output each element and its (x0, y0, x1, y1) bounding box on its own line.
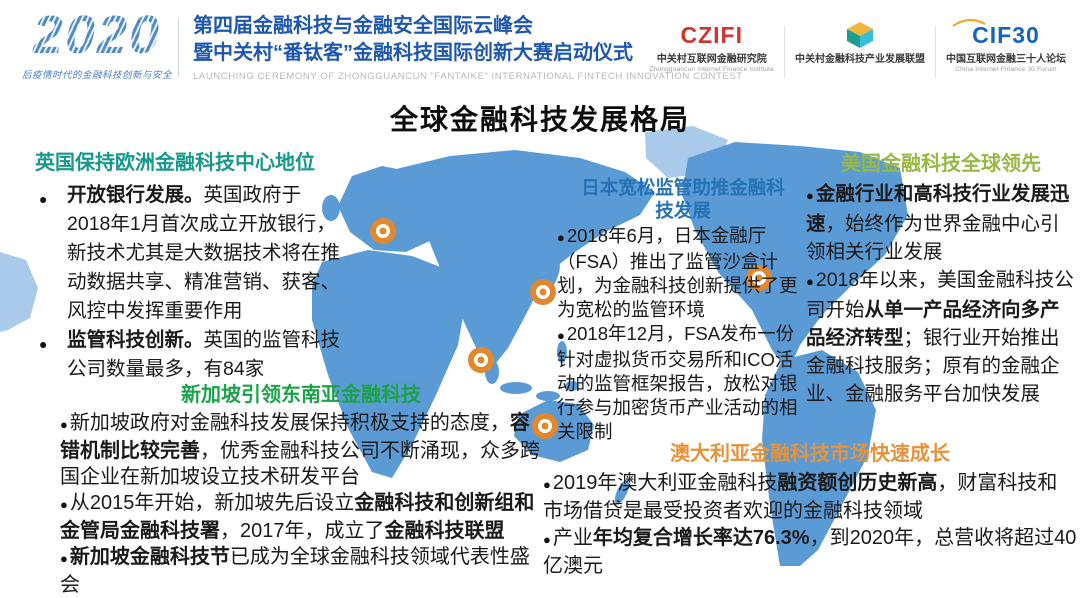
text-segment-bold: 金融科技和创新组和金管局金融科技署 (60, 492, 535, 542)
region-title-uk: 英国保持欧洲金融科技中心地位 (35, 152, 315, 174)
bullet-icon: ● (543, 531, 551, 547)
summit-tagline: 后疫情时代的金融科技创新与安全 (22, 70, 173, 81)
cif30-name-en: China Internet Finance 30 Forum (955, 66, 1057, 73)
text-segment-bold: 年均复合增长率达76.3% (592, 526, 810, 549)
page-title: 全球金融科技发展格局 (389, 104, 690, 135)
czifi-name-zh: 中关村互联网金融研究院 (656, 54, 767, 65)
year-2020-wordmark: 2020 (22, 8, 172, 62)
bullet-item: ● 2018年6月，日本金融厅（FSA）推出了监管沙盒计划，为金融科技创新提供了更… (557, 224, 809, 322)
summit-2020-logo: 2020 后疫情时代的金融科技创新与安全 (22, 8, 172, 81)
text-segment: ，始终作为世界金融中心引领相关行业发展 (806, 213, 1060, 263)
map-marker-southeast-asia (468, 347, 494, 373)
text-segment-bold: 新加坡金融科技节 (69, 546, 230, 568)
region-title-us: 美国金融科技全球领先 (841, 153, 1041, 175)
slide-header: 2020 后疫情时代的金融科技创新与安全 第四届金融科技与金融安全国际云峰会 暨… (0, 0, 1080, 96)
cif30-name-zh: 中国互联网金融三十人论坛 (946, 54, 1066, 65)
cif30-wordmark: CIF30 (946, 19, 1066, 48)
bullet-text: 新加坡政府对金融科技发展保持积极支持的态度，容错机制比较完善，优秀金融科技公司不… (60, 412, 540, 488)
region-title-au: 澳大利亚金融科技市场快速成长 (670, 443, 950, 465)
text-segment: 英国的监管科技公司数量最多，有84家 (67, 329, 341, 380)
bullet-item: ● 新加坡金融科技节已成为全球金融科技领域代表性盛会 (60, 544, 542, 598)
bullet-item: ● 2018年以来，美国金融科技公司开始从单一产品经济向多产品经济转型；银行业开始… (806, 266, 1076, 408)
bullet-item: ● 从2015年开始，新加坡先后设立金融科技和创新组和金管局金融科技署，2017年… (60, 490, 542, 544)
map-land-west-wrap (0, 252, 38, 332)
text-segment: 2019年澳大利亚金融科技 (552, 471, 778, 494)
bullet-text: 2018年12月，FSA发布一份针对虚拟货币交易所和ICO活动的监管框架报告，放… (557, 323, 798, 442)
cube-icon (795, 22, 925, 48)
text-segment: 新加坡政府对金融科技发展保持积极支持的态度， (69, 412, 510, 434)
text-segment-bold: 开放银行发展。 (67, 184, 204, 206)
bullet-icon: ● (806, 188, 814, 203)
bullet-text: 2019年澳大利亚金融科技融资额创历史新高，财富科技和市场借贷是最受投资者欢迎的… (543, 472, 1057, 523)
bullet-icon: ● (39, 336, 48, 352)
region-us: 美国金融科技全球领先 ● 金融行业和高科技行业发展迅速，始终作为世界金融中心引领相关… (806, 150, 1076, 408)
summit-titles: 第四届金融科技与金融安全国际云峰会 暨中关村“番钛客”金融科技国际创新大赛启动仪… (193, 13, 743, 82)
bullet-item: ● 新加坡政府对金融科技发展保持积极支持的态度，容错机制比较完善，优秀金融科技公司… (60, 410, 542, 490)
bullet-icon: ● (60, 417, 68, 432)
cif30-swoosh-icon (952, 19, 986, 27)
cif30-logo: CIF30 中国互联网金融三十人论坛 China Internet Financ… (936, 19, 1076, 73)
czifi-wordmark: CZIFI (680, 22, 743, 48)
region-au: 澳大利亚金融科技市场快速成长 ● 2019年澳大利亚金融科技融资额创历史新高，财富科… (543, 441, 1077, 580)
bullet-icon: ● (557, 230, 565, 245)
map-marker-east-asia (530, 279, 556, 305)
bullet-item: ● 开放银行发展。英国政府于2018年1月首次成立开放银行，新技术尤其是大数据技术… (35, 181, 342, 326)
summit-title-line1: 第四届金融科技与金融安全国际云峰会 (193, 15, 533, 37)
summit-subtitle-english: LAUNCHING CEREMONY OF ZHONGGUANCUN “FANT… (193, 71, 743, 82)
summit-title-line2: 暨中关村“番钛客”金融科技国际创新大赛启动仪式 (193, 42, 633, 64)
text-segment-bold: 金融科技联盟 (384, 520, 505, 542)
bullet-text: 新加坡金融科技节已成为全球金融科技领域代表性盛会 (60, 546, 530, 596)
map-land-europe (338, 166, 442, 252)
region-title-sg: 新加坡引领东南亚金融科技 (181, 384, 421, 406)
logo-separator (935, 26, 936, 78)
region-uk: 英国保持欧洲金融科技中心地位 ● 开放银行发展。英国政府于2018年1月首次成立开放… (35, 149, 342, 384)
bullet-icon: ● (806, 274, 814, 289)
text-segment: 英国政府于2018年1月首次成立开放银行，新技术尤其是大数据技术将在推动数据共享… (67, 184, 341, 322)
bullet-text: 从2015年开始，新加坡先后设立金融科技和创新组和金管局金融科技署，2017年，… (60, 492, 534, 542)
text-segment: 2018年6月，日本金融厅（FSA）推出了监管沙盒计划，为金融科技创新提供了更为… (557, 225, 798, 320)
bullet-icon: ● (60, 497, 68, 512)
bullet-icon: ● (39, 191, 48, 207)
czifi-name-en: Zhongguancun Internet Finance Institute (649, 66, 774, 73)
bullet-text: 开放银行发展。英国政府于2018年1月首次成立开放银行，新技术尤其是大数据技术将… (67, 181, 342, 326)
bullet-item: ● 产业年均复合增长率达76.3%，到2020年，总营收将超过40亿澳元 (543, 525, 1077, 580)
fintech-alliance-logo: 中关村金融科技产业发展联盟 (785, 22, 935, 65)
bullet-icon: ● (557, 328, 565, 343)
text-segment-bold: 融资额创历史新高 (777, 471, 938, 494)
bullet-text: 监管科技创新。英国的监管科技公司数量最多，有84家 (67, 326, 342, 384)
text-segment: 产业 (552, 526, 593, 549)
text-segment: 从2015年开始，新加坡先后设立 (69, 492, 355, 514)
region-japan: 日本宽松监管助推金融科技发展 ● 2018年6月，日本金融厅（FSA）推出了监管沙盒… (557, 176, 809, 444)
text-segment: 2018年12月，FSA发布一份针对虚拟货币交易所和ICO活动的监管框架报告，放… (557, 323, 798, 442)
bullet-item: ● 2018年12月，FSA发布一份针对虚拟货币交易所和ICO活动的监管框架报告，… (557, 322, 809, 444)
czifi-logo: CZIFI 中关村互联网金融研究院 Zhongguancun Internet … (639, 22, 784, 73)
text-segment-bold: 监管科技创新。 (67, 329, 204, 351)
bullet-item: ● 金融行业和高科技行业发展迅速，始终作为世界金融中心引领相关行业发展 (806, 180, 1076, 266)
map-land-malay (485, 360, 499, 384)
region-title-japan: 日本宽松监管助推金融科技发展 (581, 177, 785, 221)
map-marker-europe (370, 218, 396, 244)
logo-separator (784, 26, 785, 78)
bullet-text: 金融行业和高科技行业发展迅速，始终作为世界金融中心引领相关行业发展 (806, 183, 1069, 263)
header-divider (178, 18, 179, 76)
partner-logos: CZIFI 中关村互联网金融研究院 Zhongguancun Internet … (639, 19, 1076, 78)
alliance-name-zh: 中关村金融科技产业发展联盟 (795, 54, 925, 65)
bullet-text: 2018年以来，美国金融科技公司开始从单一产品经济向多产品经济转型；银行业开始推… (806, 269, 1074, 405)
text-segment: ，2017年，成立了 (220, 520, 385, 542)
map-land-canada-arch (716, 155, 768, 177)
bullet-icon: ● (60, 551, 68, 566)
bullet-text: 2018年6月，日本金融厅（FSA）推出了监管沙盒计划，为金融科技创新提供了更为… (557, 225, 798, 320)
bullet-item: ● 监管科技创新。英国的监管科技公司数量最多，有84家 (35, 326, 342, 384)
bullet-item: ● 2019年澳大利亚金融科技融资额创历史新高，财富科技和市场借贷是最受投资者欢迎… (543, 470, 1077, 525)
bullet-icon: ● (543, 476, 551, 492)
bullet-text: 产业年均复合增长率达76.3%，到2020年，总营收将超过40亿澳元 (543, 527, 1076, 578)
